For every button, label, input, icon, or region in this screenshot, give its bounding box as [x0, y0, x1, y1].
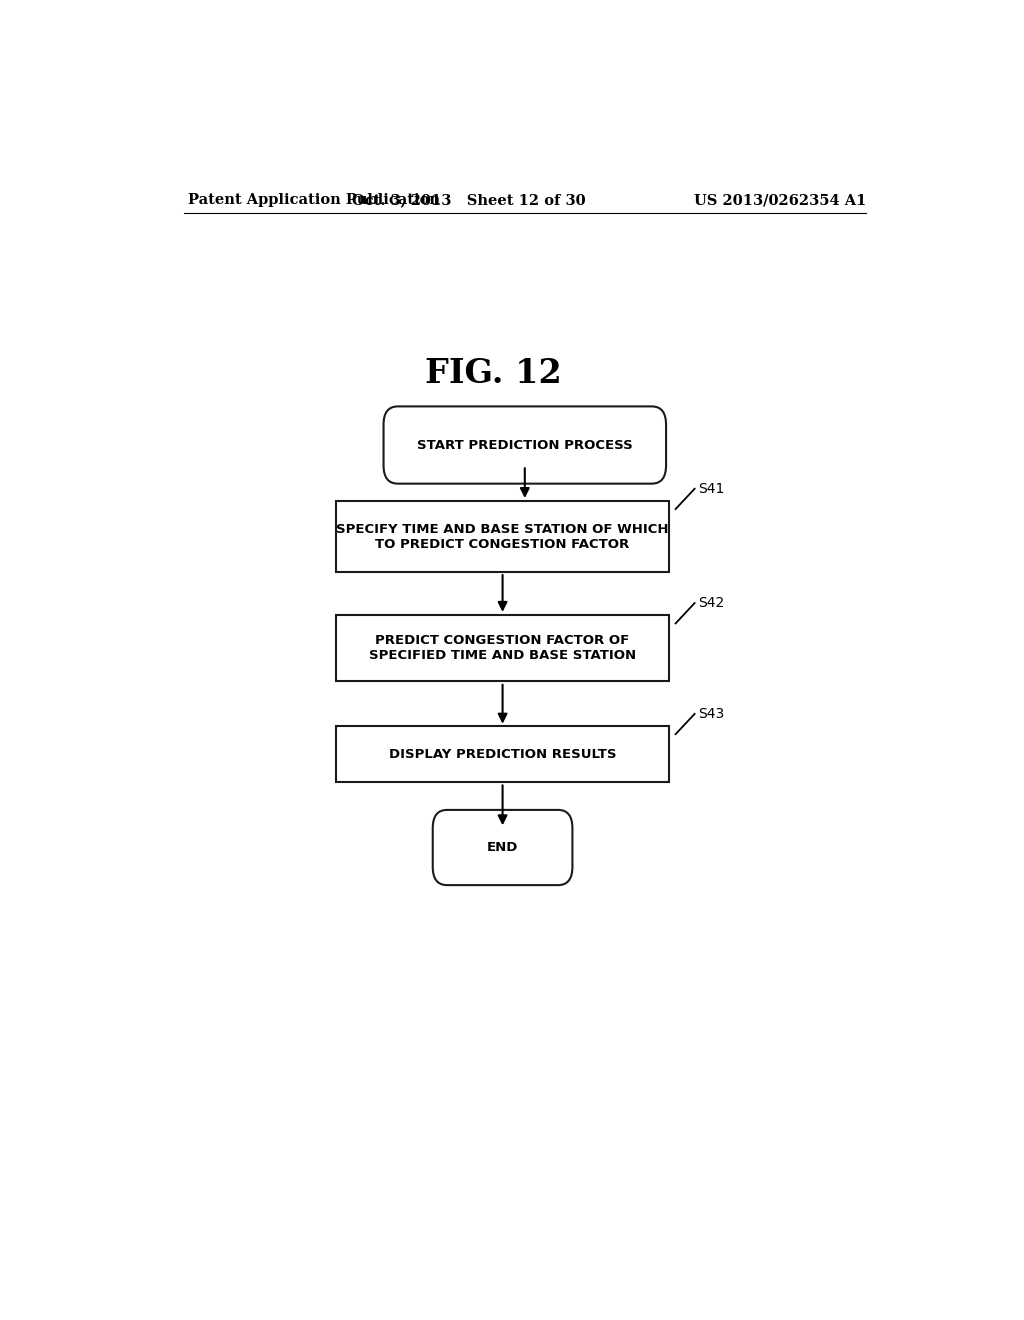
Text: S42: S42 [698, 597, 725, 610]
FancyBboxPatch shape [336, 615, 670, 681]
Text: FIG. 12: FIG. 12 [425, 358, 561, 391]
Text: PREDICT CONGESTION FACTOR OF
SPECIFIED TIME AND BASE STATION: PREDICT CONGESTION FACTOR OF SPECIFIED T… [369, 635, 636, 663]
Text: SPECIFY TIME AND BASE STATION OF WHICH
TO PREDICT CONGESTION FACTOR: SPECIFY TIME AND BASE STATION OF WHICH T… [336, 523, 669, 550]
Text: DISPLAY PREDICTION RESULTS: DISPLAY PREDICTION RESULTS [389, 747, 616, 760]
Text: S41: S41 [698, 482, 725, 496]
FancyBboxPatch shape [433, 810, 572, 886]
Text: END: END [486, 841, 518, 854]
FancyBboxPatch shape [336, 500, 670, 572]
Text: S43: S43 [698, 708, 725, 721]
Text: Patent Application Publication: Patent Application Publication [187, 193, 439, 207]
Text: US 2013/0262354 A1: US 2013/0262354 A1 [693, 193, 866, 207]
Text: Oct. 3, 2013   Sheet 12 of 30: Oct. 3, 2013 Sheet 12 of 30 [352, 193, 586, 207]
FancyBboxPatch shape [384, 407, 666, 483]
FancyBboxPatch shape [336, 726, 670, 781]
Text: START PREDICTION PROCESS: START PREDICTION PROCESS [417, 438, 633, 451]
